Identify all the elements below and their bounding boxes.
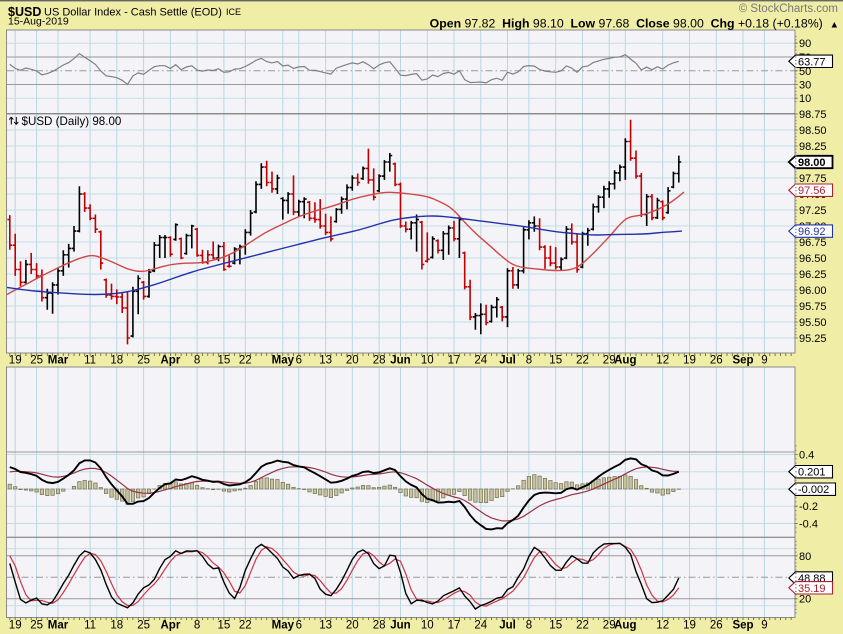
- svg-text:22: 22: [576, 620, 589, 632]
- svg-text:90: 90: [799, 38, 811, 50]
- svg-text:$USD (Daily) 98.00: $USD (Daily) 98.00: [22, 115, 122, 128]
- svg-text:26: 26: [710, 620, 723, 632]
- svg-text:25: 25: [137, 620, 150, 632]
- svg-text:35.19: 35.19: [798, 583, 826, 595]
- svg-text:-0.2: -0.2: [799, 501, 818, 513]
- svg-text:97.56: 97.56: [798, 185, 826, 197]
- svg-text:12: 12: [656, 355, 669, 367]
- svg-text:97.75: 97.75: [799, 173, 827, 185]
- svg-text:8: 8: [194, 355, 200, 367]
- svg-text:Aug: Aug: [614, 620, 636, 632]
- svg-text:15: 15: [549, 620, 562, 632]
- svg-text:Jun: Jun: [390, 620, 410, 632]
- svg-text:19: 19: [9, 620, 22, 632]
- svg-text:96.25: 96.25: [799, 269, 827, 281]
- svg-text:11: 11: [84, 620, 96, 632]
- svg-text:26: 26: [710, 355, 723, 367]
- svg-text:11: 11: [84, 355, 96, 367]
- svg-text:US Dollar Index - Cash Settle: US Dollar Index - Cash Settle (EOD): [44, 7, 222, 19]
- svg-text:13: 13: [319, 355, 332, 367]
- svg-text:19: 19: [683, 355, 696, 367]
- svg-text:ICE: ICE: [226, 7, 241, 17]
- svg-text:29: 29: [603, 620, 616, 632]
- svg-text:May: May: [272, 620, 295, 632]
- svg-text:10: 10: [421, 355, 434, 367]
- svg-text:15-Aug-2019: 15-Aug-2019: [8, 16, 69, 28]
- svg-text:© StockCharts.com: © StockCharts.com: [739, 3, 838, 15]
- svg-text:10: 10: [799, 93, 811, 105]
- svg-text:9: 9: [761, 355, 767, 367]
- svg-text:95.50: 95.50: [799, 317, 827, 329]
- svg-text:22: 22: [576, 355, 589, 367]
- svg-text:0.201: 0.201: [798, 467, 826, 479]
- svg-text:Mar: Mar: [48, 620, 69, 632]
- svg-text:15: 15: [549, 355, 562, 367]
- svg-text:Sep: Sep: [732, 355, 753, 367]
- svg-text:19: 19: [683, 620, 696, 632]
- svg-text:Jul: Jul: [499, 620, 516, 632]
- svg-text:17: 17: [448, 355, 461, 367]
- svg-text:50: 50: [799, 66, 811, 78]
- svg-text:6: 6: [296, 620, 302, 632]
- svg-text:96.75: 96.75: [799, 237, 827, 249]
- svg-text:30: 30: [799, 80, 811, 92]
- svg-text:24: 24: [474, 620, 487, 632]
- svg-text:-0.002: -0.002: [798, 484, 829, 496]
- svg-text:20: 20: [346, 355, 359, 367]
- svg-text:20: 20: [346, 620, 359, 632]
- svg-text:Jul: Jul: [499, 355, 516, 367]
- svg-text:22: 22: [239, 620, 252, 632]
- svg-text:95.25: 95.25: [799, 333, 827, 345]
- svg-text:15: 15: [218, 620, 231, 632]
- svg-text:15: 15: [218, 355, 231, 367]
- svg-text:28: 28: [373, 620, 386, 632]
- svg-text:Sep: Sep: [732, 620, 753, 632]
- svg-text:Apr: Apr: [160, 355, 180, 367]
- svg-text:18: 18: [110, 620, 123, 632]
- svg-text:13: 13: [319, 620, 332, 632]
- svg-text:80: 80: [799, 551, 811, 563]
- svg-text:25: 25: [137, 355, 150, 367]
- svg-text:10: 10: [421, 620, 434, 632]
- svg-text:May: May: [272, 355, 295, 367]
- svg-text:63.77: 63.77: [798, 56, 826, 68]
- svg-text:20: 20: [799, 594, 811, 606]
- svg-text:25: 25: [30, 355, 43, 367]
- svg-text:95.75: 95.75: [799, 301, 827, 313]
- svg-text:Apr: Apr: [160, 620, 180, 632]
- svg-text:6: 6: [296, 355, 302, 367]
- svg-text:96.00: 96.00: [799, 285, 827, 297]
- svg-text:96.92: 96.92: [798, 226, 826, 238]
- svg-text:98.00: 98.00: [798, 157, 826, 169]
- svg-text:22: 22: [239, 355, 252, 367]
- svg-text:-0.4: -0.4: [799, 519, 818, 531]
- svg-text:25: 25: [30, 620, 43, 632]
- svg-text:29: 29: [603, 355, 616, 367]
- svg-text:Jun: Jun: [390, 355, 410, 367]
- svg-text:19: 19: [9, 355, 22, 367]
- svg-text:12: 12: [656, 620, 669, 632]
- svg-text:8: 8: [194, 620, 200, 632]
- svg-text:8: 8: [526, 620, 532, 632]
- svg-text:98.75: 98.75: [799, 109, 827, 121]
- svg-text:$USD: $USD: [8, 5, 41, 19]
- svg-text:0.4: 0.4: [799, 450, 814, 462]
- svg-text:98.50: 98.50: [799, 125, 827, 137]
- svg-text:Aug: Aug: [614, 355, 636, 367]
- svg-text:96.50: 96.50: [799, 253, 827, 265]
- svg-text:17: 17: [448, 620, 461, 632]
- svg-text:97.25: 97.25: [799, 205, 827, 217]
- svg-text:Open 97.82 High 98.10 Low 97: Open 97.82 High 98.10 Low 97.68 Close 98…: [430, 17, 839, 31]
- svg-text:8: 8: [526, 355, 532, 367]
- svg-text:28: 28: [373, 355, 386, 367]
- svg-text:9: 9: [761, 620, 767, 632]
- svg-text:24: 24: [474, 355, 487, 367]
- svg-text:18: 18: [110, 355, 123, 367]
- svg-text:98.25: 98.25: [799, 141, 827, 153]
- svg-text:Mar: Mar: [48, 355, 69, 367]
